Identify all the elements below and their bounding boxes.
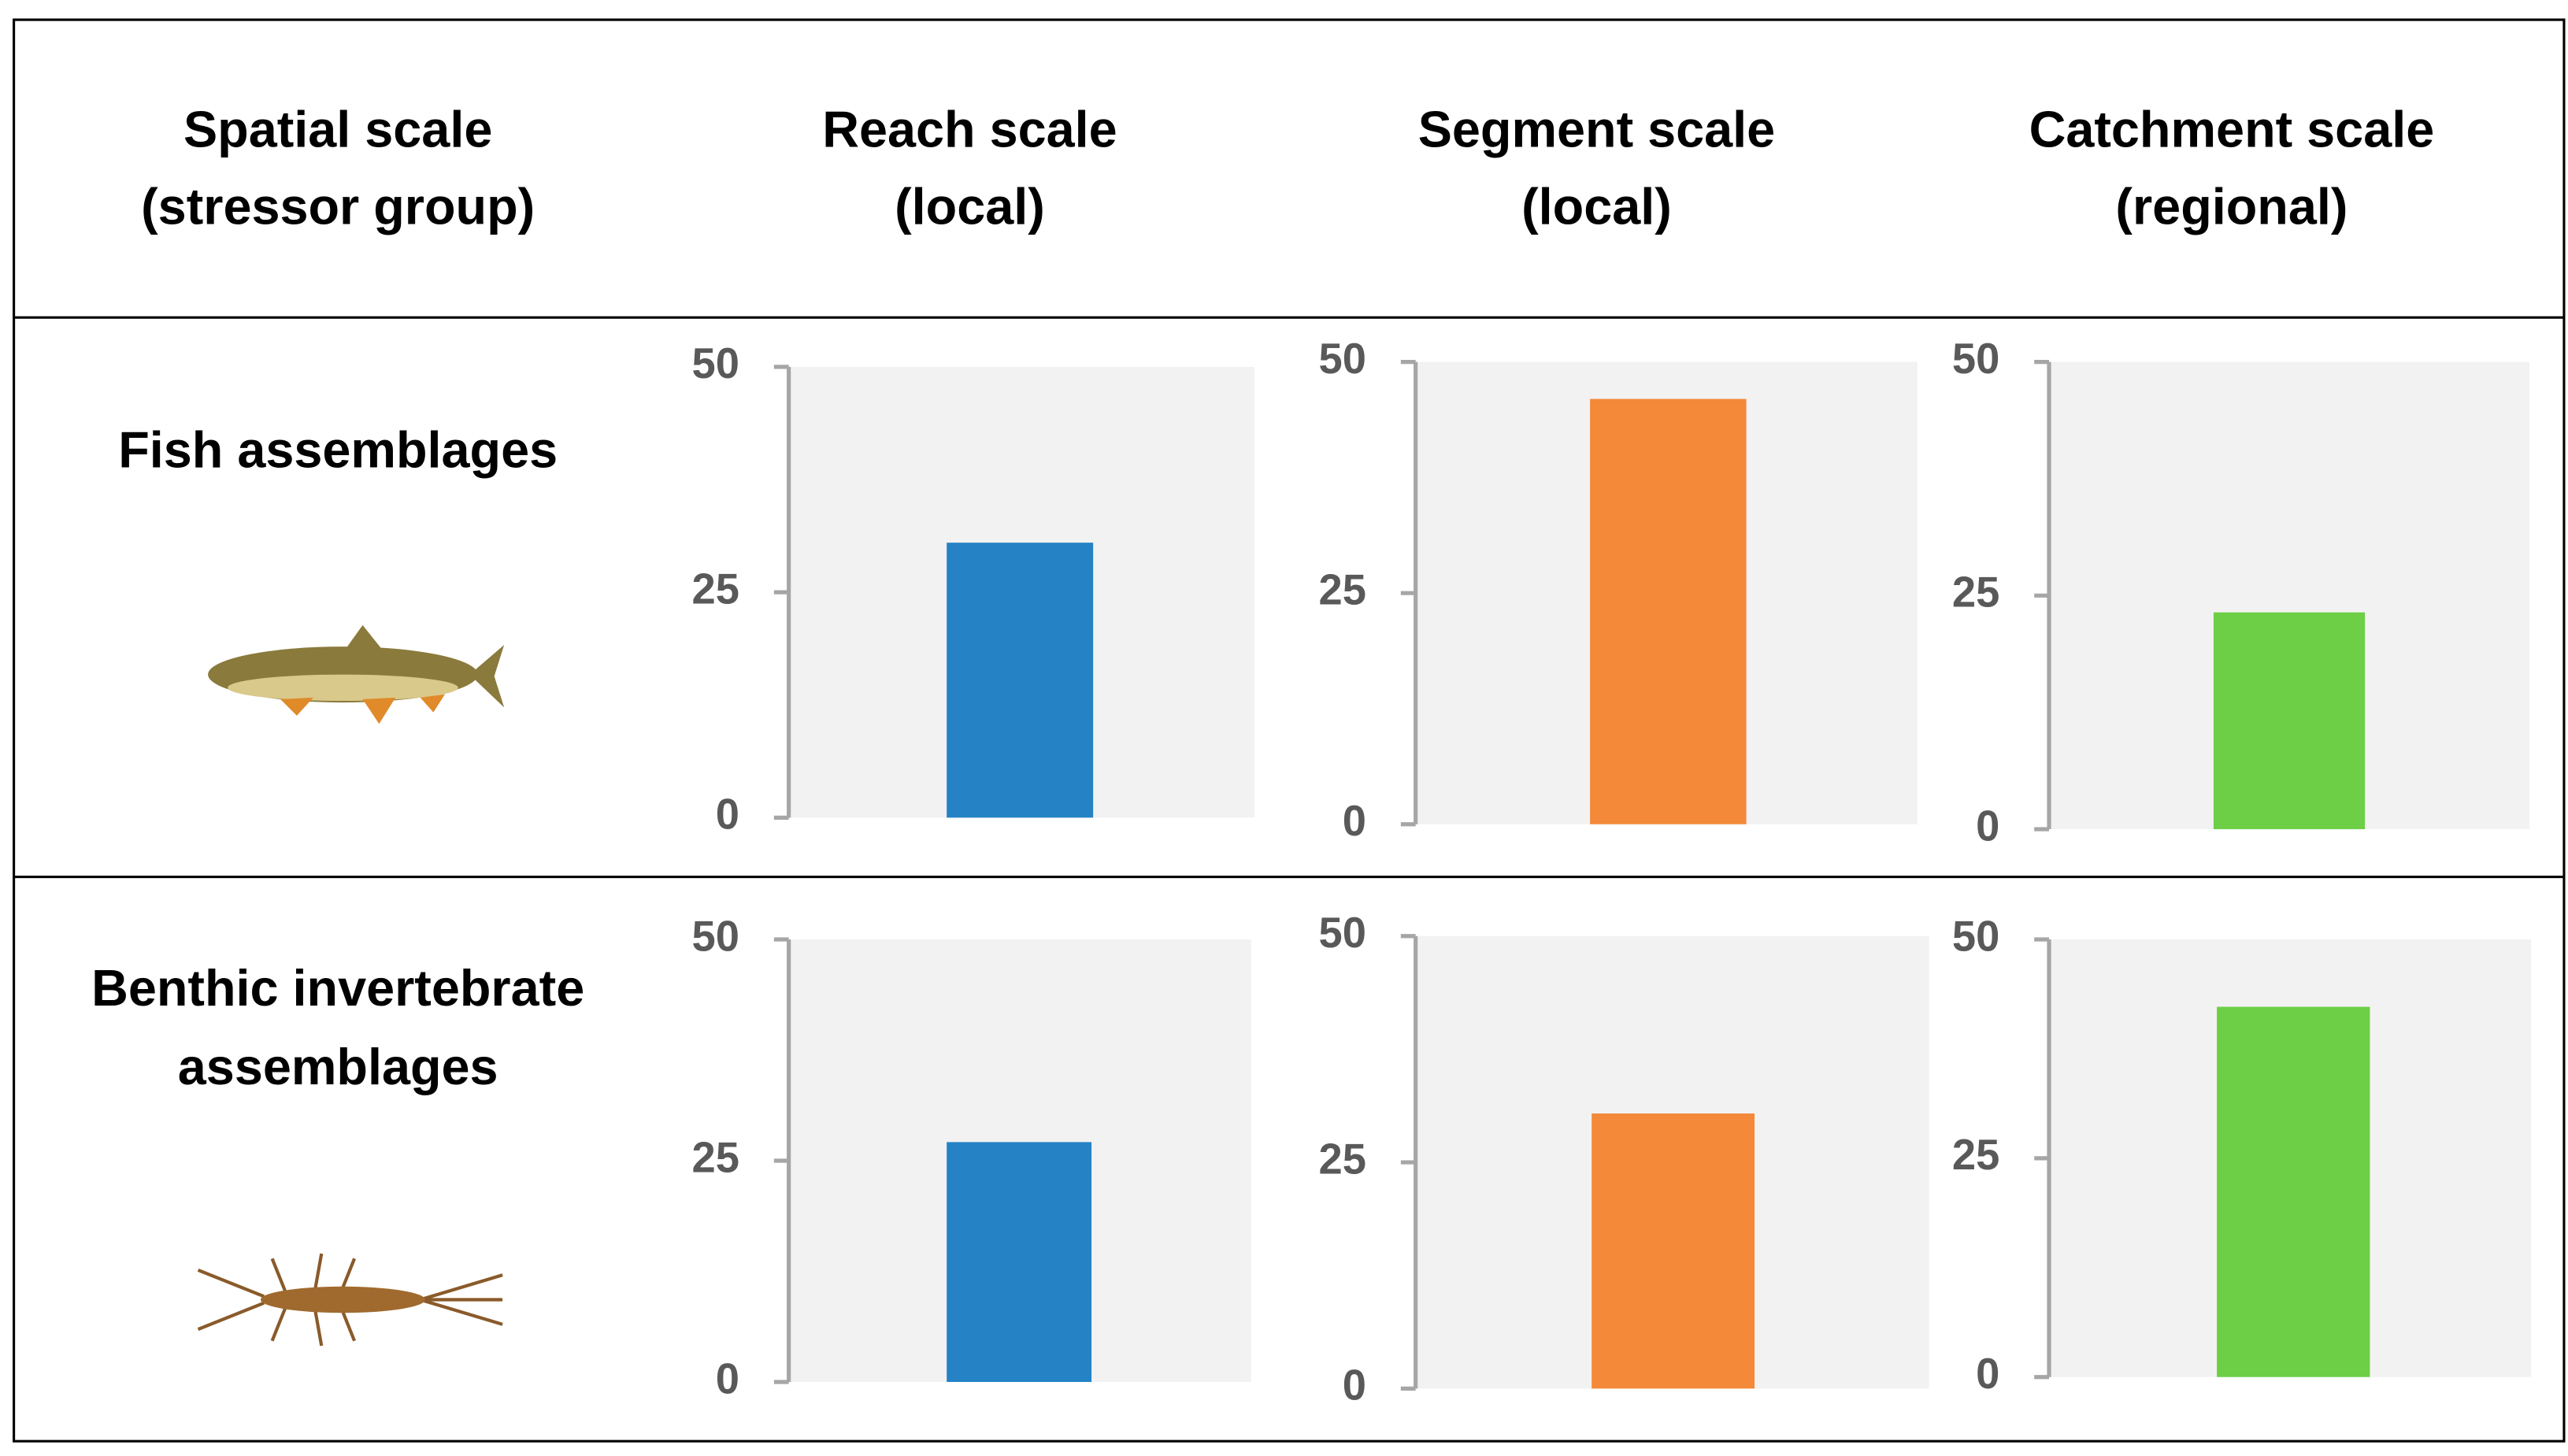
y-tick-label: 50 [1952,335,1999,383]
y-tick-label: 25 [692,565,739,613]
y-tick-label: 25 [1319,1135,1366,1183]
y-tick-label: 0 [1343,1362,1366,1410]
bar [947,1142,1092,1382]
insect-icon [197,1253,503,1347]
column-header: (local) [1521,178,1672,235]
y-tick-label: 25 [1319,566,1366,614]
column-header: Reach scale [822,100,1117,157]
bar [2213,612,2366,829]
y-tick-label: 50 [1952,912,1999,960]
bar [1590,398,1747,824]
column-header: (stressor group) [141,178,535,235]
y-tick-label: 50 [692,912,739,960]
bar [947,543,1094,818]
bar [2217,1006,2370,1377]
column-header: Segment scale [1418,100,1775,157]
y-tick-label: 0 [1343,797,1366,845]
row-header: assemblages [178,1038,498,1095]
y-tick-label: 0 [1976,802,1999,850]
table-border [13,18,2566,1443]
column-header: (local) [895,178,1045,235]
y-tick-label: 50 [1319,909,1366,957]
bar [1592,1113,1755,1389]
column-header: Spatial scale [183,100,492,157]
column-header: (regional) [2115,178,2348,235]
row-header: Benthic invertebrate [91,959,584,1017]
fish-icon [208,624,505,724]
column-header: Catchment scale [2029,100,2435,157]
y-tick-label: 25 [692,1133,739,1181]
y-tick-label: 50 [1319,335,1366,383]
y-tick-label: 50 [692,339,739,387]
row-header: Fish assemblages [118,421,558,479]
y-tick-label: 0 [716,791,739,839]
y-tick-label: 25 [1952,1131,1999,1179]
y-tick-label: 0 [716,1354,739,1402]
y-tick-label: 25 [1952,569,1999,617]
y-tick-label: 0 [1976,1350,1999,1398]
